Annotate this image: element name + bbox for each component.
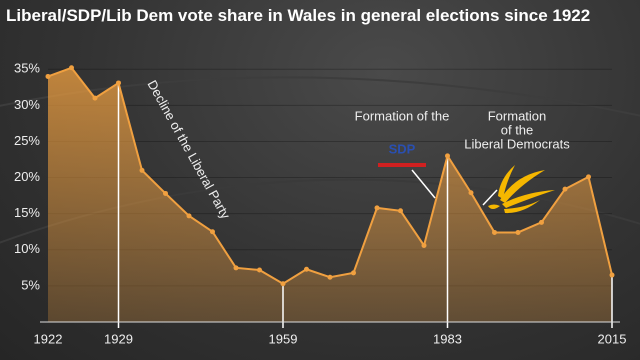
point <box>280 281 286 287</box>
point <box>45 73 51 79</box>
point <box>398 208 403 214</box>
y-tick-label: 25% <box>14 133 40 148</box>
point <box>327 274 333 280</box>
x-tick-label: 1959 <box>269 331 298 346</box>
libdem-logo <box>488 165 555 214</box>
logo-part <box>488 204 500 209</box>
point <box>233 265 239 271</box>
point <box>139 167 145 173</box>
chart-title: Liberal/SDP/Lib Dem vote share in Wales … <box>6 6 591 25</box>
y-tick-label: 30% <box>14 97 40 112</box>
annotation: Liberal Democrats <box>464 136 570 151</box>
logo-part <box>502 190 555 208</box>
point <box>374 205 380 211</box>
point <box>586 174 591 180</box>
point <box>304 266 309 272</box>
y-tick-label: 20% <box>14 169 40 184</box>
point <box>257 267 262 273</box>
point <box>69 65 74 71</box>
point <box>562 186 568 192</box>
logo-part <box>498 165 515 199</box>
point <box>116 80 121 86</box>
pointer <box>482 189 498 206</box>
point <box>163 190 168 196</box>
point <box>351 270 356 276</box>
point <box>515 229 521 235</box>
logo-part <box>504 200 540 214</box>
point <box>609 272 615 278</box>
y-tick-label: 35% <box>14 61 40 76</box>
y-tick-label: 10% <box>14 241 40 256</box>
y-tick-label: 5% <box>21 277 40 292</box>
point <box>186 213 192 219</box>
annotation: Formation of the <box>355 108 450 123</box>
point <box>445 153 450 159</box>
point <box>468 190 474 196</box>
logo-part <box>500 170 545 203</box>
y-tick-label: 15% <box>14 205 40 220</box>
pointer <box>411 169 436 199</box>
sdp-underline <box>378 163 426 167</box>
point <box>492 229 497 235</box>
point <box>210 229 215 235</box>
area <box>48 67 612 323</box>
sdp-logo: SDP <box>389 141 416 156</box>
point <box>421 242 427 248</box>
x-tick-label: 2015 <box>598 331 627 346</box>
x-tick-label: 1929 <box>104 331 133 346</box>
point <box>539 219 544 225</box>
x-tick-label: 1922 <box>34 331 63 346</box>
point <box>92 95 98 101</box>
annotation: Formation <box>488 108 547 123</box>
annotation: of the <box>501 122 534 137</box>
x-tick-label: 1983 <box>433 331 462 346</box>
